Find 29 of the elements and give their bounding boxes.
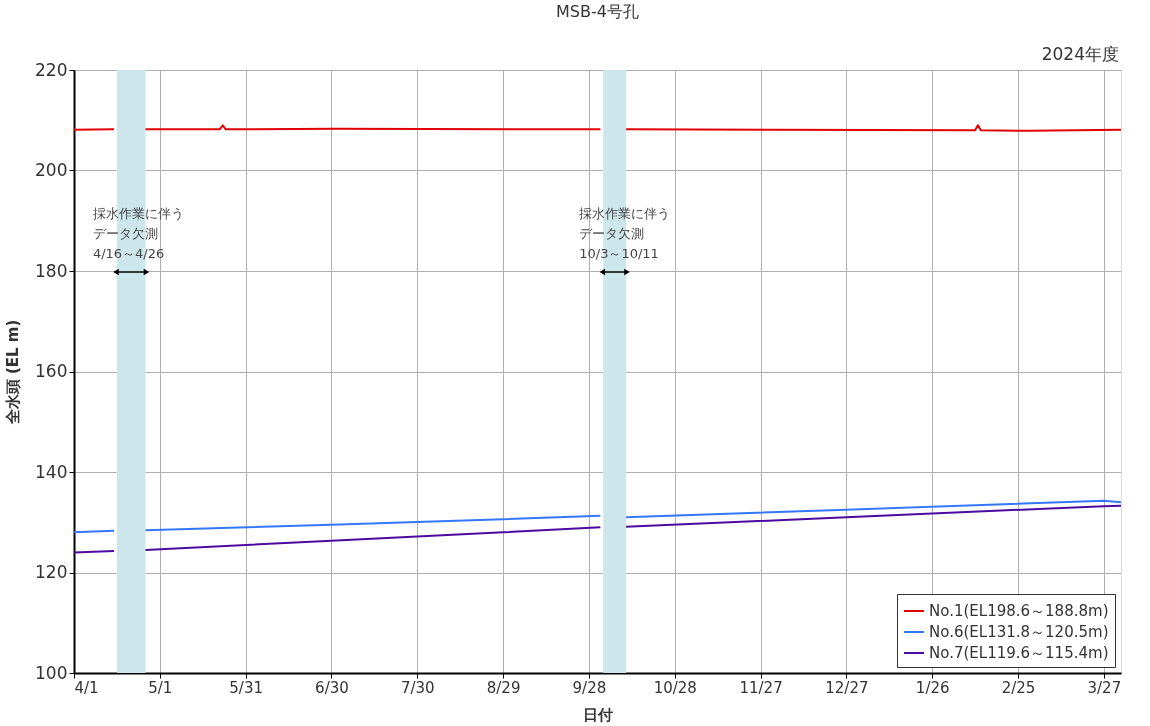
x-tick-label: 8/29 [486,678,521,697]
y-tick-label: 120 [35,562,68,582]
x-tick-label: 4/1 [74,678,99,697]
y-tick-label: 140 [35,461,68,482]
x-tick-label: 10/28 [653,678,697,697]
chart-title: MSB-4号孔 [556,2,639,21]
x-tick-label: 11/27 [739,678,783,697]
x-axis-title: 日付 [583,705,613,724]
x-tick-label: 5/1 [148,678,173,697]
x-tick-label: 7/30 [400,678,435,697]
y-tick-label: 180 [35,260,68,281]
legend-label: No.7(EL119.6～115.4m) [929,644,1109,662]
x-tick-label: 5/31 [229,678,263,697]
x-tick-label: 2/25 [1001,678,1036,697]
x-tick-label: 9/28 [572,678,607,697]
band-label: 採水作業に伴うデータ欠測 10/3～10/11 [579,206,671,261]
x-tick-label: 6/30 [315,678,349,697]
x-tick-label: 3/27 [1087,678,1122,697]
x-tick-label: 12/27 [825,678,869,697]
y-tick-label: 200 [35,160,68,180]
y-tick-label: 100 [35,662,68,683]
legend-label: No.1(EL198.6～188.8m) [929,602,1109,620]
y-tick-label: 220 [35,59,68,80]
chart-subtitle: 2024年度 [1041,44,1119,64]
y-axis-title: 全水頭 (EL m) [4,319,23,426]
band-label: 採水作業に伴うデータ欠測 4/16～4/26 [92,206,184,261]
x-tick-label: 1/26 [915,678,950,697]
legend-label: No.6(EL131.8～120.5m) [929,623,1109,641]
y-tick-label: 160 [35,361,68,381]
